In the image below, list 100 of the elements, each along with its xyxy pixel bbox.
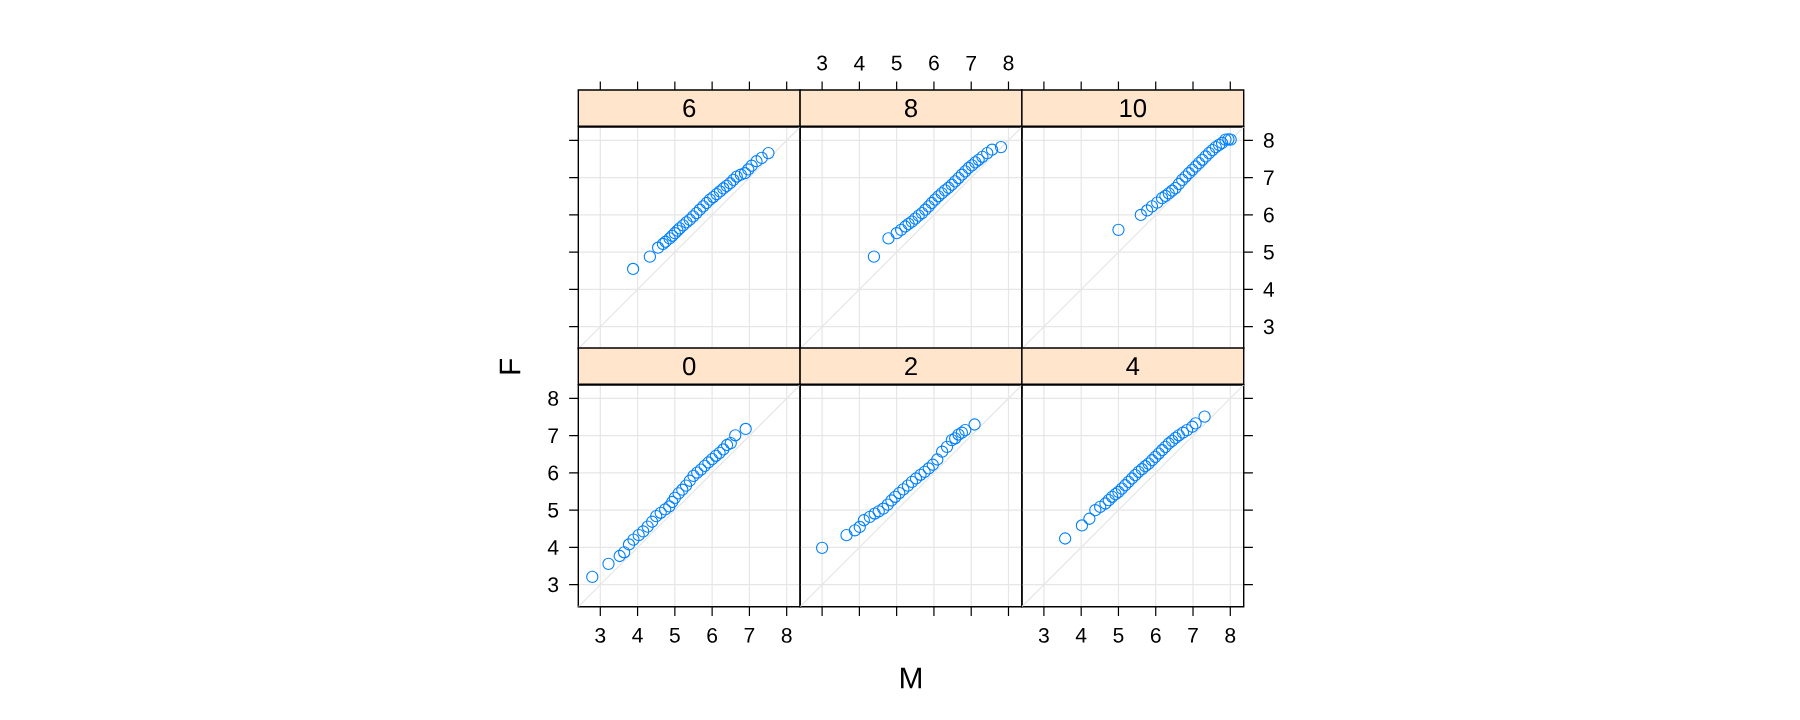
chart-title: 0: [683, 357, 696, 376]
point: [734, 168, 747, 181]
point: [981, 146, 994, 160]
point: [894, 223, 908, 236]
point: [1134, 208, 1147, 222]
point: [949, 432, 962, 445]
point: [713, 446, 726, 459]
point: [840, 529, 853, 542]
x-tick-label: 4: [1075, 627, 1087, 643]
point: [739, 422, 752, 436]
point: [702, 456, 715, 469]
point: [676, 483, 689, 496]
point: [729, 429, 742, 442]
y-tick-label: 5: [548, 502, 559, 518]
point: [853, 520, 866, 534]
point: [976, 150, 989, 163]
y-tick-label: 5: [1263, 244, 1274, 260]
point: [643, 250, 657, 263]
point: [1155, 444, 1169, 457]
point: [962, 161, 975, 175]
chart-title: 4: [1126, 357, 1140, 375]
x-tick-label: 3: [817, 55, 828, 71]
point: [730, 170, 743, 183]
point: [755, 151, 768, 165]
point: [627, 533, 640, 546]
point: [690, 206, 703, 220]
point: [938, 184, 952, 197]
point: [694, 463, 708, 476]
point: [679, 479, 693, 492]
point: [651, 241, 665, 254]
point: [622, 538, 636, 551]
point: [676, 219, 690, 232]
point: [935, 445, 949, 458]
point: [877, 502, 890, 515]
point: [724, 436, 737, 450]
point: [905, 215, 919, 228]
y-tick-label: 3: [1263, 319, 1274, 335]
point: [1149, 450, 1162, 464]
x-tick-label: 8: [1225, 627, 1236, 643]
point: [1059, 532, 1072, 545]
x-tick-label: 4: [632, 627, 643, 643]
point: [693, 203, 706, 216]
point: [867, 250, 881, 263]
point: [940, 440, 954, 453]
point: [698, 459, 711, 472]
point: [952, 171, 965, 185]
point: [882, 232, 895, 245]
point: [881, 498, 894, 511]
point: [1075, 519, 1089, 532]
point: [955, 168, 969, 181]
point: [672, 487, 685, 500]
point: [1132, 465, 1145, 478]
x-tick-label: 8: [1003, 55, 1014, 71]
y-tick-label: 4: [1263, 282, 1275, 297]
point: [709, 449, 723, 462]
point: [745, 159, 758, 172]
point: [750, 155, 763, 168]
point: [926, 458, 939, 471]
point: [602, 557, 615, 570]
point: [889, 490, 902, 503]
point: [762, 146, 775, 160]
point: [723, 177, 737, 190]
point: [915, 206, 929, 220]
point: [1176, 173, 1189, 187]
y-tick-label: 3: [548, 577, 559, 593]
point: [868, 507, 881, 520]
point: [925, 196, 938, 210]
point: [1169, 181, 1182, 195]
y-tick-label: 6: [548, 465, 559, 481]
point: [897, 483, 910, 496]
point: [613, 549, 626, 563]
point: [1129, 469, 1142, 482]
point: [952, 428, 965, 441]
point: [1083, 512, 1096, 525]
y-axis-title: F: [499, 358, 521, 374]
point: [1198, 410, 1211, 423]
chart-title: 10: [1120, 99, 1147, 118]
point: [697, 200, 710, 213]
point: [713, 185, 727, 198]
point: [1202, 146, 1216, 160]
point: [965, 159, 979, 172]
point: [901, 479, 914, 492]
point: [949, 175, 962, 188]
point: [1176, 426, 1190, 439]
point: [1112, 223, 1125, 236]
point: [857, 514, 870, 527]
y-tick-label: 4: [547, 540, 559, 555]
point: [890, 227, 903, 240]
point: [1152, 447, 1165, 460]
point: [893, 486, 906, 500]
point: [815, 541, 829, 554]
point: [1179, 170, 1192, 183]
point: [659, 503, 672, 516]
point: [931, 453, 944, 466]
point: [668, 491, 682, 505]
point: [727, 173, 740, 187]
point: [985, 143, 999, 156]
x-tick-label: 4: [854, 56, 865, 71]
point: [914, 468, 927, 481]
point: [683, 474, 696, 487]
